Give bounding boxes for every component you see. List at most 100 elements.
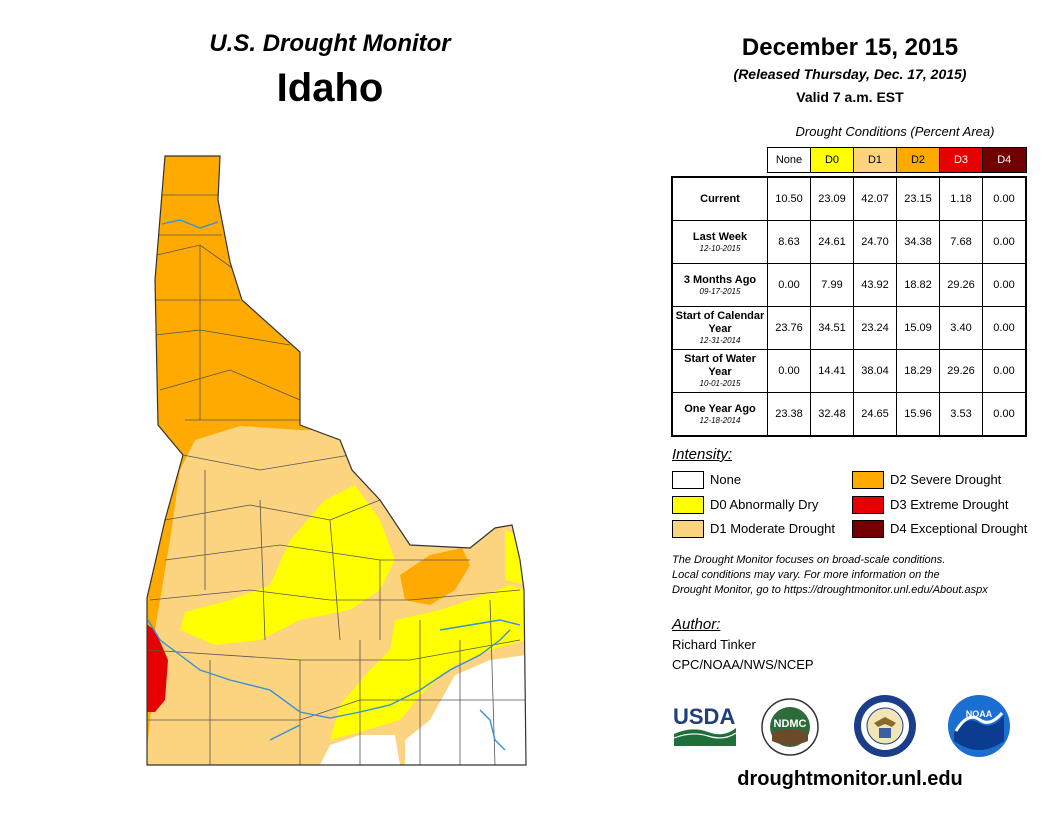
cell-d0: 24.61 xyxy=(810,220,854,264)
state-name: Idaho xyxy=(276,66,384,110)
cell-d4: 0.00 xyxy=(982,349,1027,393)
col-header-d2: D2 xyxy=(896,147,940,173)
website-url[interactable]: droughtmonitor.unl.edu xyxy=(737,768,963,790)
noaa-logo-text: NOAA xyxy=(966,709,993,719)
legend-label: D0 Abnormally Dry xyxy=(710,497,819,512)
table-header-row: None D0 D1 D2 D3 D4 xyxy=(672,147,1027,173)
disclaimer-line: Local conditions may vary. For more info… xyxy=(672,569,940,581)
table-corner xyxy=(672,148,768,173)
col-header-d3: D3 xyxy=(939,147,983,173)
cell-d2: 23.15 xyxy=(896,176,940,221)
cell-d2: 15.09 xyxy=(896,306,940,350)
disclaimer-line: Drought Monitor, go to https://droughtmo… xyxy=(672,584,988,596)
table-row: Last Week 12-10-2015 8.63 24.61 24.70 34.… xyxy=(671,220,1027,264)
cell-d1: 23.24 xyxy=(853,306,897,350)
cell-d2: 18.82 xyxy=(896,263,940,307)
cell-none: 23.76 xyxy=(767,306,811,350)
table-row: One Year Ago 12-18-2014 23.38 32.48 24.65… xyxy=(671,392,1027,437)
cell-d2: 18.29 xyxy=(896,349,940,393)
cell-d1: 43.92 xyxy=(853,263,897,307)
row-label: 3 Months Ago 09-17-2015 xyxy=(671,263,768,307)
cell-d2: 15.96 xyxy=(896,392,940,437)
row-label: Start of Water Year 10-01-2015 xyxy=(671,349,768,393)
legend-label: D1 Moderate Drought xyxy=(710,521,836,536)
map-title: U.S. Drought Monitor xyxy=(209,30,451,57)
row-label: Last Week 12-10-2015 xyxy=(671,220,768,264)
row-label-text: Start of Calendar Year xyxy=(675,310,765,335)
row-date: 09-17-2015 xyxy=(699,286,741,296)
d2-region-east xyxy=(400,548,470,605)
cell-d2: 34.38 xyxy=(896,220,940,264)
cell-d0: 34.51 xyxy=(810,306,854,350)
cell-d1: 24.65 xyxy=(853,392,897,437)
row-label-text: Start of Water Year xyxy=(684,353,756,378)
author-name: Richard Tinker xyxy=(672,637,756,652)
cell-d3: 3.53 xyxy=(939,392,983,437)
cell-d3: 29.26 xyxy=(939,263,983,307)
row-label: Start of Calendar Year 12-31-2014 xyxy=(671,306,768,350)
legend-label: D3 Extreme Drought xyxy=(890,497,1009,512)
cell-d4: 0.00 xyxy=(982,306,1027,350)
noaa-logo: NOAA xyxy=(948,695,1010,757)
row-label: Current xyxy=(671,176,768,221)
row-label: One Year Ago 12-18-2014 xyxy=(671,392,768,437)
cell-d0: 32.48 xyxy=(810,392,854,437)
rivers xyxy=(147,219,521,751)
disclaimer-line: The Drought Monitor focuses on broad-sca… xyxy=(672,554,946,566)
row-date: 12-31-2014 xyxy=(699,336,741,345)
row-label-text: Last Week xyxy=(692,230,748,243)
drought-conditions-table: None D0 D1 D2 D3 D4 Current 10.50 23.09 … xyxy=(671,147,1027,437)
legend-title: Intensity: xyxy=(672,446,733,463)
author-heading: Author: xyxy=(672,616,721,633)
table-caption: Drought Conditions (Percent Area) xyxy=(795,124,995,139)
table-row: Start of Calendar Year 12-31-2014 23.76 3… xyxy=(671,306,1027,350)
map-date: December 15, 2015 xyxy=(741,34,959,61)
cell-d4: 0.00 xyxy=(982,220,1027,264)
cell-none: 8.63 xyxy=(767,220,811,264)
legend-swatch xyxy=(672,520,704,538)
row-label-text: One Year Ago xyxy=(684,402,756,415)
cell-d4: 0.00 xyxy=(982,263,1027,307)
row-date: 10-01-2015 xyxy=(699,379,741,388)
cell-d3: 7.68 xyxy=(939,220,983,264)
cell-d3: 3.40 xyxy=(939,306,983,350)
usda-logo: USDA xyxy=(673,704,737,746)
county-boundaries xyxy=(147,194,526,765)
release-date: (Released Thursday, Dec. 17, 2015) xyxy=(733,66,967,82)
cell-none: 23.38 xyxy=(767,392,811,437)
commerce-seal-logo xyxy=(854,695,916,757)
cell-d0: 14.41 xyxy=(810,349,854,393)
legend-label: D2 Severe Drought xyxy=(890,472,1002,487)
ndmc-logo: NDMC xyxy=(761,698,819,756)
table-row: Current 10.50 23.09 42.07 23.15 1.18 0.0… xyxy=(671,176,1027,221)
none-region-southeast xyxy=(405,655,526,765)
row-date: 12-10-2015 xyxy=(699,243,741,253)
author-org: CPC/NOAA/NWS/NCEP xyxy=(672,657,814,672)
d1-region-southwest xyxy=(170,665,270,765)
cell-d1: 38.04 xyxy=(853,349,897,393)
cell-d4: 0.00 xyxy=(982,392,1027,437)
cell-d1: 42.07 xyxy=(853,176,897,221)
usda-wave xyxy=(674,728,736,746)
idaho-drought-map xyxy=(146,155,527,766)
cell-d0: 7.99 xyxy=(810,263,854,307)
cell-none: 10.50 xyxy=(767,176,811,221)
cell-none: 0.00 xyxy=(767,263,811,307)
cell-d1: 24.70 xyxy=(853,220,897,264)
d0-region-central xyxy=(180,485,395,645)
legend-swatch xyxy=(852,520,884,538)
row-date: 12-18-2014 xyxy=(699,415,741,425)
legend-label: None xyxy=(710,472,742,487)
legend-swatch xyxy=(672,496,704,514)
table-row: Start of Water Year 10-01-2015 0.00 14.41… xyxy=(671,349,1027,393)
row-label-text: Current xyxy=(700,192,740,205)
valid-time: Valid 7 a.m. EST xyxy=(796,89,904,105)
cell-d3: 29.26 xyxy=(939,349,983,393)
cell-d3: 1.18 xyxy=(939,176,983,221)
col-header-d0: D0 xyxy=(810,147,854,173)
row-label-text: 3 Months Ago xyxy=(683,273,757,286)
legend-swatch xyxy=(672,471,704,489)
cell-none: 0.00 xyxy=(767,349,811,393)
col-header-d4: D4 xyxy=(982,147,1027,173)
legend-label: D4 Exceptional Drought xyxy=(890,521,1028,536)
